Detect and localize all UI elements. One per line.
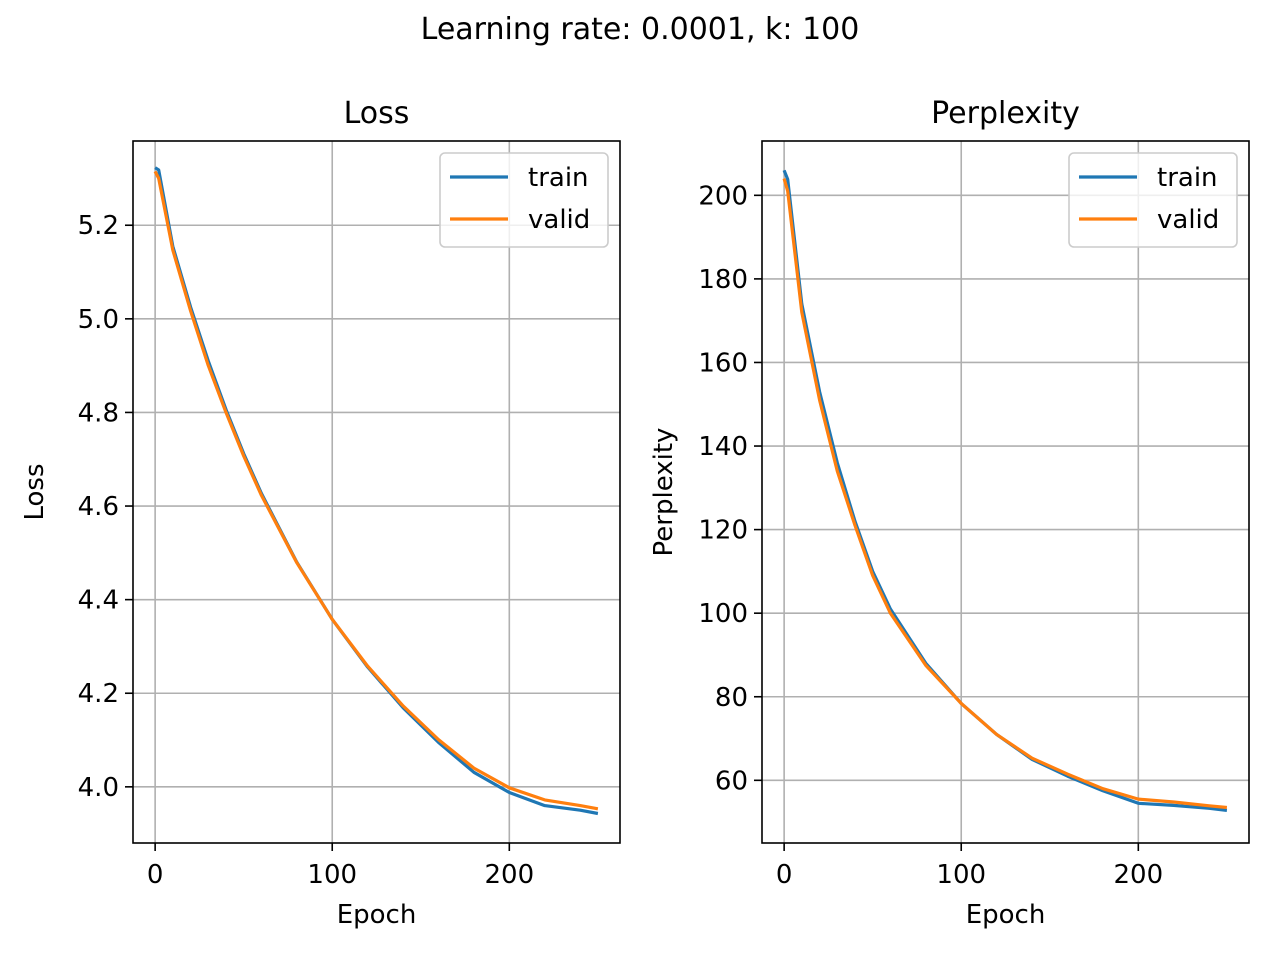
y-tick-label: 120: [698, 516, 748, 546]
legend: train valid: [439, 152, 609, 248]
x-axis-label: Epoch: [337, 900, 417, 930]
y-tick-label: 100: [698, 599, 748, 629]
y-tick-label: 4.6: [78, 492, 119, 522]
x-axis-label: Epoch: [966, 900, 1046, 930]
legend-label-train: train: [528, 163, 589, 193]
legend-label-valid: valid: [1157, 205, 1219, 235]
y-tick-label: 4.4: [78, 586, 119, 616]
y-tick-label: 200: [698, 181, 748, 211]
y-tick-label: 180: [698, 265, 748, 295]
x-tick-label: 200: [484, 860, 534, 890]
legend: train valid: [1068, 152, 1238, 248]
y-tick-label: 5.2: [78, 211, 119, 241]
y-tick-label: 60: [715, 766, 748, 796]
legend-label-valid: valid: [528, 205, 590, 235]
y-axis-label: Perplexity: [649, 428, 679, 557]
y-tick-label: 4.2: [78, 679, 119, 709]
figure-suptitle: Learning rate: 0.0001, k: 100: [420, 12, 860, 47]
y-tick-label: 4.8: [78, 398, 119, 428]
plot-frame: [132, 140, 621, 844]
y-tick-label: 4.0: [78, 773, 119, 803]
x-tick-label: 0: [776, 860, 793, 890]
x-tick-label: 0: [147, 860, 164, 890]
x-tick-label: 100: [936, 860, 986, 890]
chart-panel-1: 0 100 200 4.0 4.2 4.4 4.6 4.8 5.0 5.2 Loss Epoch Los…: [20, 96, 621, 930]
y-tick-label: 160: [698, 348, 748, 378]
series-line-valid: [782, 178, 1228, 810]
plot-frame: [761, 140, 1250, 844]
chart-panel-2: 0 100 200 60 80 100 120 140 160 180 200 Perplexity E…: [649, 96, 1250, 930]
y-tick-label: 80: [715, 683, 748, 713]
y-axis-label: Loss: [20, 463, 50, 520]
y-tick-label: 140: [698, 432, 748, 462]
series-line-valid: [153, 170, 599, 811]
legend-label-train: train: [1157, 163, 1218, 193]
series-line-train: [782, 169, 1228, 812]
x-tick-label: 200: [1113, 860, 1163, 890]
chart-title: Perplexity: [931, 96, 1080, 131]
y-tick-label: 5.0: [78, 305, 119, 335]
x-tick-label: 100: [307, 860, 357, 890]
chart-title: Loss: [344, 96, 410, 131]
series-line-train: [154, 166, 599, 816]
